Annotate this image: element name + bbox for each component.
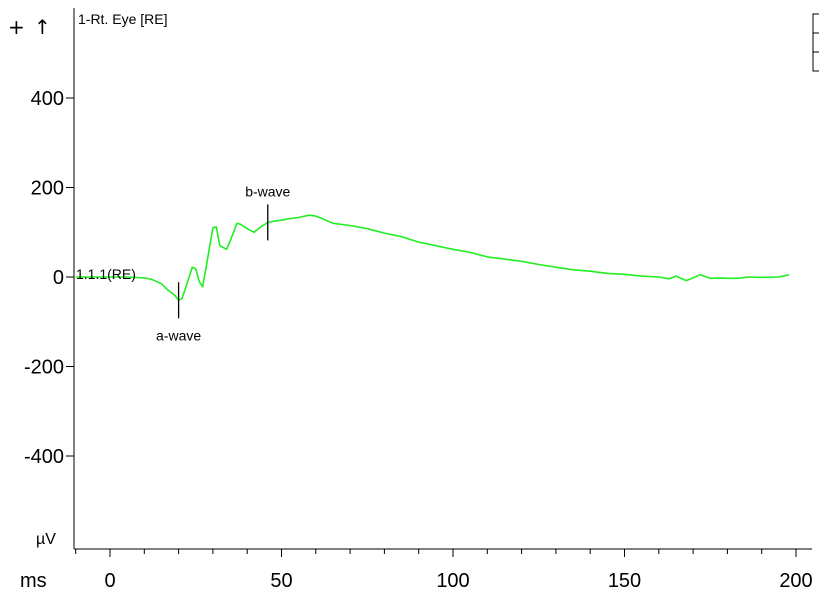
wave-annotations: a-wave b-wave xyxy=(156,183,291,343)
x-tick-label: 0 xyxy=(104,570,115,592)
add-marker-icon[interactable]: + xyxy=(8,15,25,39)
x-axis-label: ms xyxy=(20,570,47,592)
channel-title: 1-Rt. Eye [RE] xyxy=(78,11,167,27)
y-tick-label: 200 xyxy=(31,178,64,200)
erg-trace-line xyxy=(75,214,790,302)
scale-box-icon xyxy=(812,13,819,72)
x-tick-label: 50 xyxy=(270,570,292,592)
move-up-icon[interactable]: ↑ xyxy=(34,15,51,39)
x-axis-ticks: 0 50 100 150 200 xyxy=(75,549,813,592)
x-tick-label: 150 xyxy=(608,570,641,592)
y-tick-label: -200 xyxy=(24,357,64,379)
x-tick-label: 200 xyxy=(779,570,812,592)
y-axis-label: µV xyxy=(36,531,56,548)
y-tick-label: 0 xyxy=(53,267,64,289)
bwave-label: b-wave xyxy=(245,183,290,199)
y-tick-label: 400 xyxy=(31,88,64,110)
trace-label: 1.1.1(RE) xyxy=(76,266,136,282)
x-tick-label: 100 xyxy=(436,570,469,592)
y-axis-ticks: 400 200 0 -200 -400 xyxy=(24,88,74,468)
y-tick-label: -400 xyxy=(24,446,64,468)
awave-label: a-wave xyxy=(156,327,201,343)
